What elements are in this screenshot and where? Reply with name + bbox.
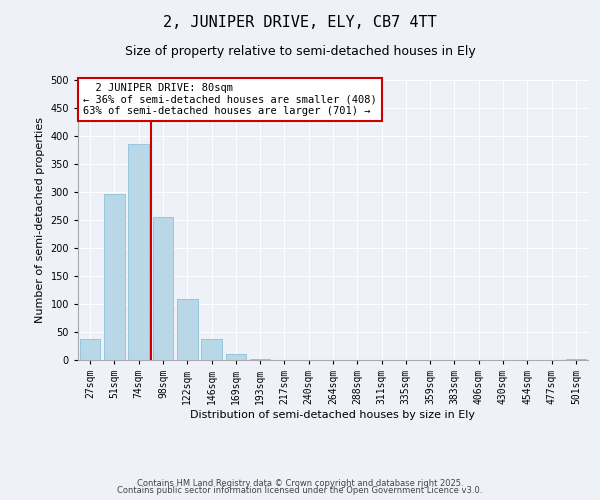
X-axis label: Distribution of semi-detached houses by size in Ely: Distribution of semi-detached houses by … [191,410,476,420]
Text: 2 JUNIPER DRIVE: 80sqm
← 36% of semi-detached houses are smaller (408)
63% of se: 2 JUNIPER DRIVE: 80sqm ← 36% of semi-det… [83,83,377,116]
Text: Contains public sector information licensed under the Open Government Licence v3: Contains public sector information licen… [118,486,482,495]
Bar [128,144,149,360]
Bar [566,359,586,360]
Text: Contains HM Land Registry data © Crown copyright and database right 2025.: Contains HM Land Registry data © Crown c… [137,478,463,488]
Y-axis label: Number of semi-detached properties: Number of semi-detached properties [35,117,45,323]
Bar [226,354,246,360]
Bar [250,359,271,360]
Text: 2, JUNIPER DRIVE, ELY, CB7 4TT: 2, JUNIPER DRIVE, ELY, CB7 4TT [163,15,437,30]
Bar [177,299,197,360]
Bar [104,194,125,360]
Bar [80,340,100,360]
Text: Size of property relative to semi-detached houses in Ely: Size of property relative to semi-detach… [125,45,475,58]
Bar [152,216,173,360]
Bar [201,340,222,360]
